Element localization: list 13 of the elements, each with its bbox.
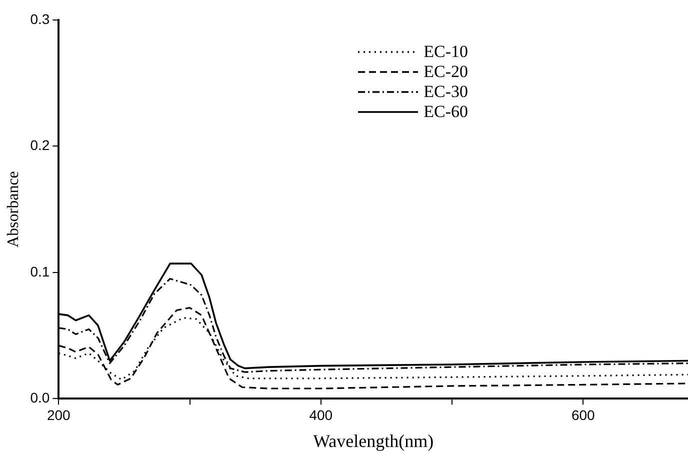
legend-label: EC-60 (424, 102, 468, 122)
x-axis-title: Wavelength(nm) (313, 430, 434, 451)
x-tick-label: 200 (46, 406, 71, 423)
legend-label: EC-10 (424, 42, 468, 62)
x-tick-label: 600 (571, 406, 596, 423)
y-tick-label: 0.2 (30, 137, 50, 154)
y-tick-label: 0.0 (30, 389, 50, 406)
y-axis-title: Absorbance (4, 171, 22, 248)
x-tick-label: 400 (309, 406, 333, 423)
y-tick-label: 0.3 (30, 10, 50, 27)
y-tick-label: 0.1 (30, 263, 50, 280)
legend-label: EC-30 (424, 82, 468, 102)
legend-label: EC-20 (424, 62, 468, 82)
